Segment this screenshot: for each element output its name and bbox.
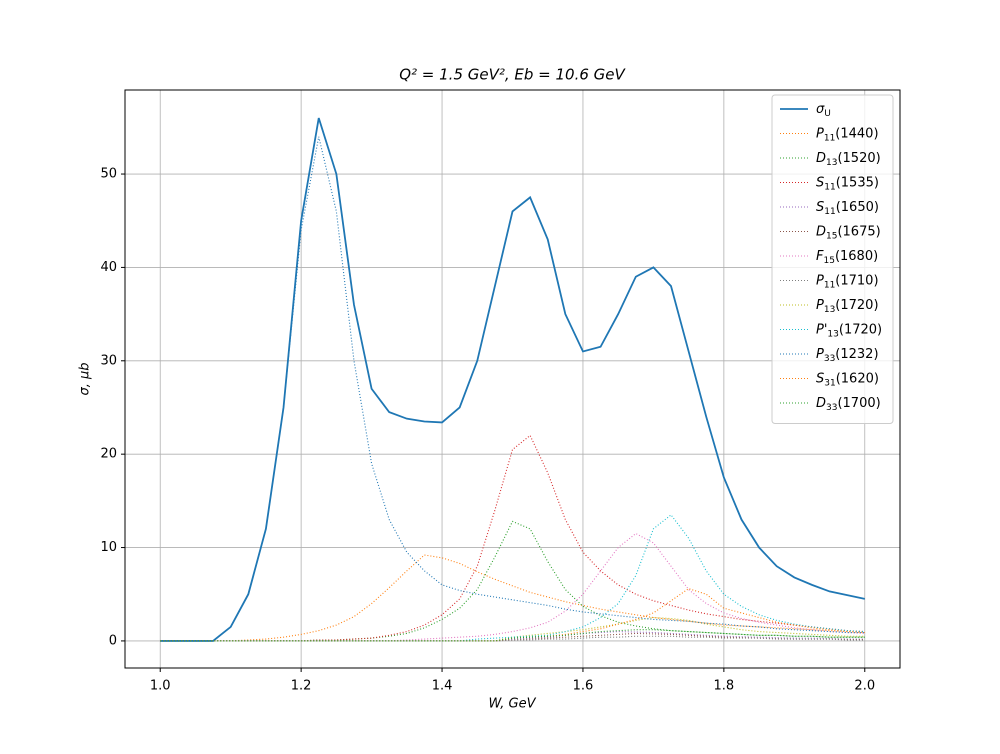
series-line — [160, 136, 865, 642]
series-line — [160, 117, 865, 642]
y-tick-label: 40 — [100, 260, 117, 275]
series-line — [160, 554, 865, 642]
legend-label: P33(1232) — [816, 347, 879, 364]
legend-label: S11(1650) — [816, 200, 879, 217]
plot-frame — [124, 89, 901, 669]
legend-label: P11(1710) — [816, 273, 879, 290]
y-tick-label: 20 — [100, 447, 117, 462]
y-axis-label: σ, μb — [78, 362, 93, 395]
y-tick-label: 30 — [100, 353, 117, 368]
series-line — [160, 629, 865, 642]
y-tick-label: 10 — [100, 540, 117, 555]
series-line — [160, 632, 865, 642]
x-tick-label: 1.6 — [573, 679, 594, 694]
series-line — [160, 520, 865, 642]
x-tick-label: 1.8 — [714, 679, 735, 694]
legend-label: P13(1720) — [816, 298, 879, 315]
y-tick-label: 0 — [109, 633, 117, 648]
legend-box — [771, 94, 894, 424]
x-tick-label: 1.4 — [432, 679, 453, 694]
series-line — [160, 532, 865, 642]
legend-label: P11(1440) — [816, 126, 879, 143]
legend-label: σU — [816, 102, 831, 119]
legend-label: D13(1520) — [816, 151, 881, 168]
x-tick-label: 1.0 — [150, 679, 171, 694]
chart-title: Q² = 1.5 GeV², Eb = 10.6 GeV — [399, 66, 626, 84]
legend-label: D33(1700) — [816, 396, 881, 413]
series-line — [160, 617, 865, 642]
x-tick-label: 2.0 — [854, 679, 875, 694]
legend-label: S11(1535) — [816, 175, 879, 192]
y-tick-label: 50 — [100, 167, 117, 182]
legend-label: D15(1675) — [816, 224, 881, 241]
series-line — [160, 434, 865, 642]
legend-label: S31(1620) — [816, 371, 879, 388]
x-axis-label: W, GeV — [488, 697, 536, 712]
legend-label: F15(1680) — [816, 249, 878, 266]
x-tick-label: 1.2 — [291, 679, 312, 694]
legend: σU P11(1440) D13(1520) S11(1535) S11(1650) D1… — [771, 94, 894, 424]
legend-label: P'13(1720) — [816, 322, 882, 339]
